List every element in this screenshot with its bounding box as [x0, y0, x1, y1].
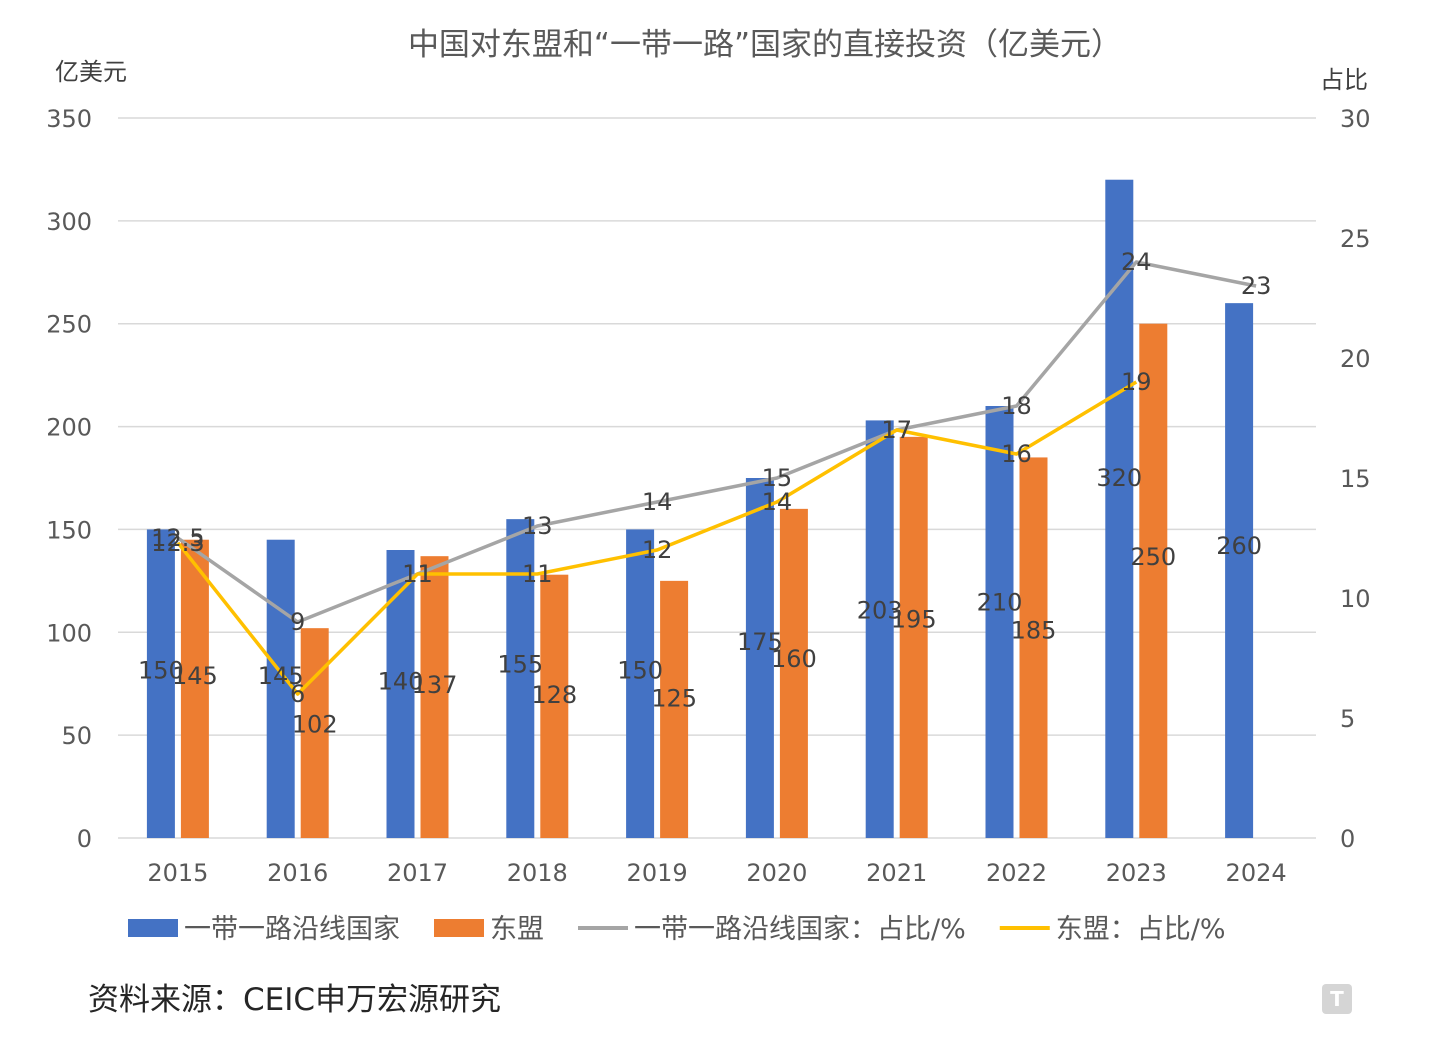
bar — [1019, 457, 1048, 838]
bar-data-label: 210 — [977, 588, 1023, 616]
bar-data-label: 145 — [258, 662, 304, 690]
line-data-label: 12 — [642, 536, 673, 564]
right-tick-label: 25 — [1340, 225, 1371, 253]
bar-data-label: 128 — [531, 681, 577, 709]
bar-data-label: 150 — [138, 656, 184, 684]
right-tick-label: 10 — [1340, 585, 1371, 613]
legend-swatch — [128, 919, 178, 937]
x-tick-label: 2015 — [147, 859, 208, 887]
right-tick-label: 20 — [1340, 345, 1371, 373]
bar — [1225, 303, 1254, 839]
line-data-label: 12.5 — [151, 524, 204, 552]
bar — [745, 478, 774, 838]
bar — [899, 436, 928, 838]
bar — [779, 508, 808, 838]
line-data-label: 13 — [522, 512, 553, 540]
bar — [626, 529, 655, 838]
x-tick-label: 2017 — [387, 859, 448, 887]
line-data-label: 24 — [1121, 248, 1152, 276]
bar — [985, 406, 1014, 838]
x-tick-label: 2018 — [507, 859, 568, 887]
bar-data-label: 185 — [1011, 617, 1057, 645]
bar-data-label: 250 — [1130, 543, 1176, 571]
source-note: 资料来源：CEIC申万宏源研究 — [88, 982, 501, 1018]
left-tick-label: 300 — [46, 208, 92, 236]
legend-label: 东盟 — [490, 914, 544, 945]
bar — [1139, 323, 1168, 838]
x-tick-label: 2020 — [746, 859, 807, 887]
line-data-label: 19 — [1121, 368, 1152, 396]
bar-data-label: 140 — [378, 668, 424, 696]
line-data-label: 14 — [642, 488, 673, 516]
left-axis-unit: 亿美元 — [55, 58, 127, 86]
chart-title: 中国对东盟和“一带一路”国家的直接投资（亿美元） — [408, 27, 1122, 63]
line-data-label: 12.3 — [151, 529, 204, 557]
line-data-label: 17 — [881, 416, 912, 444]
bar-data-label: 155 — [497, 651, 543, 679]
left-tick-label: 350 — [46, 105, 92, 133]
bar-data-label: 260 — [1216, 532, 1262, 560]
x-tick-label: 2016 — [267, 859, 328, 887]
bar — [180, 539, 209, 838]
x-tick-label: 2021 — [866, 859, 927, 887]
bar-data-label: 175 — [737, 628, 783, 656]
bar — [1105, 179, 1134, 838]
right-tick-label: 5 — [1340, 705, 1355, 733]
right-tick-label: 0 — [1340, 825, 1355, 853]
bar — [146, 529, 175, 838]
line-data-label: 16 — [1001, 440, 1032, 468]
x-tick-label: 2024 — [1226, 859, 1287, 887]
watermark-logo: T — [1322, 982, 1402, 1016]
bar — [540, 574, 569, 838]
bar-data-label: 195 — [891, 605, 937, 633]
line-data-label: 11 — [402, 560, 433, 588]
bar-data-label: 102 — [292, 711, 338, 739]
x-tick-label: 2023 — [1106, 859, 1167, 887]
left-tick-label: 200 — [46, 414, 92, 442]
bar-data-label: 203 — [857, 596, 903, 624]
line-data-label: 14 — [762, 488, 793, 516]
bar-data-label: 125 — [651, 685, 697, 713]
bar — [865, 420, 894, 838]
legend-swatch — [434, 919, 484, 937]
right-tick-label: 30 — [1340, 105, 1371, 133]
watermark-icon: T — [1322, 984, 1352, 1014]
series-line — [176, 380, 1138, 696]
bar — [266, 539, 295, 838]
bar-data-label: 160 — [771, 645, 817, 673]
right-tick-label: 15 — [1340, 465, 1371, 493]
legend-label: 一带一路沿线国家 — [184, 914, 400, 945]
line-data-label: 9 — [290, 608, 305, 636]
series-line — [176, 260, 1257, 624]
line-data-label: 18 — [1001, 392, 1032, 420]
left-tick-label: 100 — [46, 619, 92, 647]
left-tick-label: 0 — [77, 825, 92, 853]
bar — [660, 580, 689, 838]
left-tick-label: 150 — [46, 516, 92, 544]
x-tick-label: 2019 — [627, 859, 688, 887]
legend-label: 一带一路沿线国家：占比/% — [634, 914, 966, 945]
bar-data-label: 320 — [1096, 464, 1142, 492]
legend-label: 东盟：占比/% — [1056, 914, 1226, 945]
left-tick-label: 50 — [61, 722, 92, 750]
bar-data-label: 137 — [412, 671, 458, 699]
bar-data-label: 145 — [172, 662, 218, 690]
line-data-label: 11 — [522, 560, 553, 588]
bar — [300, 628, 329, 838]
line-data-label: 15 — [762, 464, 793, 492]
line-data-label: 6 — [290, 680, 305, 708]
bar — [420, 556, 449, 838]
left-tick-label: 250 — [46, 311, 92, 339]
x-tick-label: 2022 — [986, 859, 1047, 887]
line-data-label: 11 — [402, 560, 433, 588]
bar-data-label: 150 — [617, 656, 663, 684]
line-data-label: 23 — [1241, 272, 1272, 300]
right-axis-unit: 占比 — [1320, 66, 1368, 94]
line-data-label: 17 — [881, 416, 912, 444]
